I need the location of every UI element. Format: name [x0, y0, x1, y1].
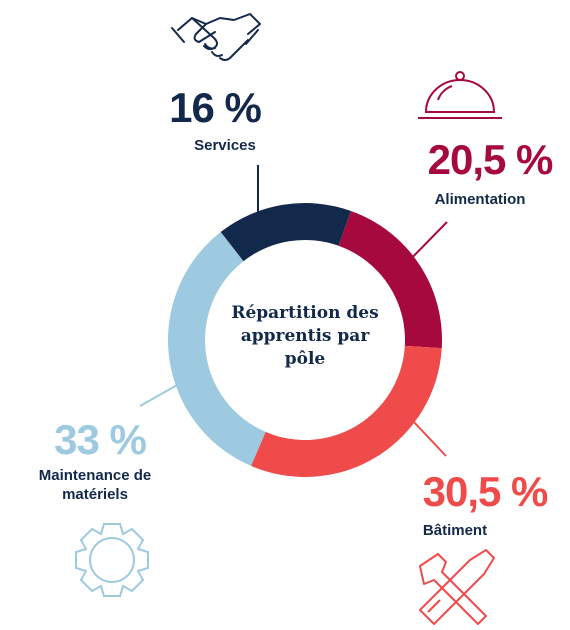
value-label: 30,5 %: [422, 468, 549, 515]
chart-title: Répartition des apprentis par pôle: [231, 303, 379, 369]
handshake-icon: [171, 13, 261, 61]
category-label: Services: [194, 137, 256, 154]
tools-icon: [419, 549, 495, 625]
donut-segment: [251, 345, 442, 477]
donut-segment: [220, 203, 351, 262]
cloche-icon: [418, 71, 502, 119]
leader-line: [411, 419, 447, 457]
value-label: 33 %: [54, 416, 147, 463]
category-label: Bâtiment: [422, 522, 488, 539]
category-label: Maintenance de matériels: [38, 467, 152, 503]
donut-segment: [168, 232, 266, 466]
category-label: Alimentation: [434, 191, 526, 208]
donut-segment: [338, 210, 442, 349]
value-label: 20,5 %: [427, 136, 554, 183]
gear-icon: [75, 523, 149, 597]
value-label: 16 %: [169, 84, 262, 131]
